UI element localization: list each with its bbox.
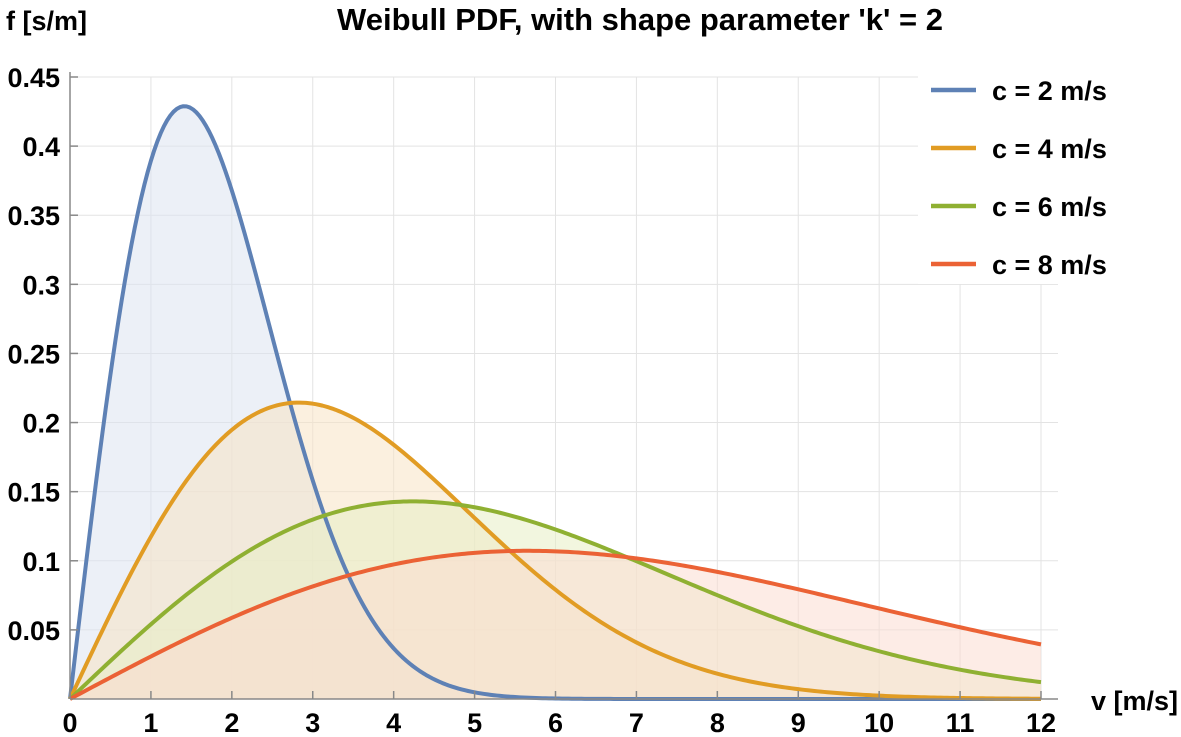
y-tick-label: 0.35 <box>7 201 60 231</box>
y-tick-label: 0.2 <box>22 409 60 439</box>
legend: c = 2 m/s c = 4 m/s c = 6 m/s c = 8 m/s <box>931 76 1107 280</box>
series-line-3 <box>68 499 1042 701</box>
x-tick-label: 9 <box>791 708 806 737</box>
x-tick-label: 2 <box>224 708 239 737</box>
axes <box>69 72 1058 700</box>
x-tick-label: 0 <box>62 708 77 737</box>
legend-entry: c = 8 m/s <box>992 250 1107 280</box>
legend-entry: c = 2 m/s <box>992 76 1107 106</box>
legend-entry: c = 6 m/s <box>992 192 1107 222</box>
legend-entry: c = 4 m/s <box>992 134 1107 164</box>
x-tick-label: 6 <box>548 708 563 737</box>
series-line-4 <box>69 548 1042 701</box>
x-tick-label: 4 <box>386 708 401 737</box>
y-tick-label: 0.05 <box>7 616 60 646</box>
x-tick-label: 8 <box>710 708 725 737</box>
y-tick-label: 0.45 <box>7 63 60 93</box>
x-tick-label: 1 <box>143 708 158 737</box>
x-tick-label: 7 <box>629 708 644 737</box>
legend-background <box>918 62 1181 284</box>
tick-labels: 0 1 2 3 4 5 6 7 8 9 10 11 120.050.10.150.20.250.30.3… <box>7 63 1056 737</box>
x-tick-label: 10 <box>864 708 894 737</box>
x-axis-label: v [m/s] <box>1091 686 1178 716</box>
x-tick-label: 11 <box>946 708 975 737</box>
y-tick-label: 0.15 <box>7 478 60 508</box>
y-tick-label: 0.1 <box>22 547 60 577</box>
y-tick-label: 0.25 <box>7 339 60 369</box>
x-tick-label: 5 <box>467 708 482 737</box>
x-tick-label: 12 <box>1026 708 1056 737</box>
y-tick-label: 0.4 <box>22 132 60 162</box>
chart-title: Weibull PDF, with shape parameter 'k' = … <box>337 2 943 37</box>
x-tick-label: 3 <box>305 708 320 737</box>
y-axis-label: f [s/m] <box>6 6 87 36</box>
y-tick-label: 0.3 <box>22 270 60 300</box>
